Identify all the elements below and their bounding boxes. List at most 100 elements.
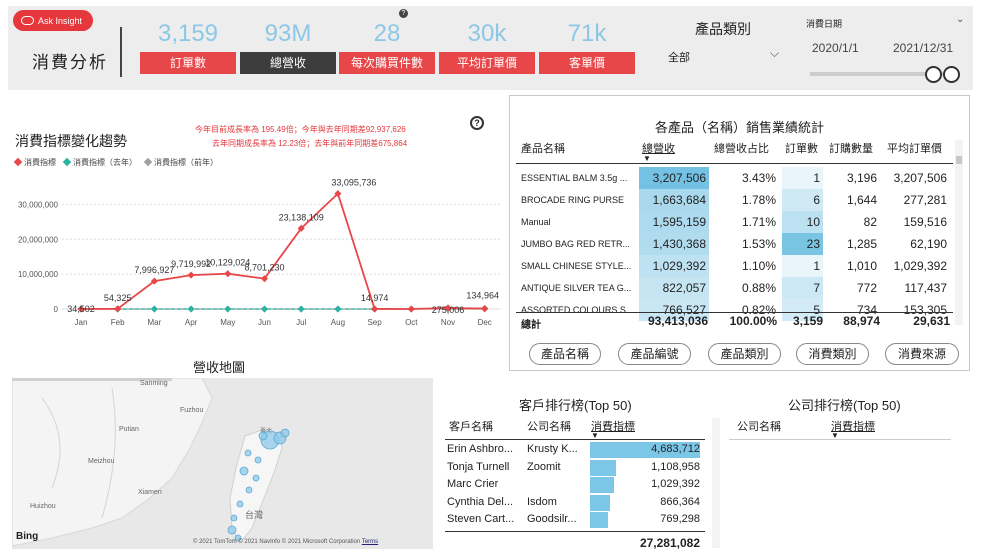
- column-header[interactable]: 平均訂單價: [887, 143, 942, 155]
- kpi-card-avg-order[interactable]: 30k 平均訂單價: [439, 20, 535, 74]
- table-cell: 277,281: [903, 193, 947, 207]
- customer-name: Steven Cart...: [447, 513, 515, 525]
- column-header[interactable]: 總營收: [642, 143, 675, 155]
- chevron-down-icon[interactable]: ⌄: [956, 14, 965, 25]
- column-header[interactable]: 訂單數: [785, 143, 818, 155]
- kpi-card-orders[interactable]: 3,159 訂單數: [140, 20, 236, 74]
- table-row[interactable]: Erin Ashbro... Krusty K... 4,683,712: [447, 442, 707, 459]
- product-name-cell: Manual: [521, 217, 551, 227]
- column-header[interactable]: 訂購數量: [829, 143, 873, 155]
- data-point: [297, 305, 305, 313]
- growth-note: 去年同期成長率為 12.23倍；去年與前年同期差675,864: [212, 139, 408, 148]
- table-row[interactable]: ANTIQUE SILVER TEA G... 822,057 0.88% 7 772 1…: [517, 277, 955, 299]
- table-row[interactable]: JUMBO BAG RED RETR... 1,430,368 1.53% 23 1,2…: [517, 233, 955, 255]
- customer-name: Marc Crier: [447, 478, 499, 490]
- data-point: [444, 304, 452, 312]
- legend-item[interactable]: 消費指標（前年）: [143, 157, 218, 168]
- kpi-value: 93M: [264, 20, 312, 47]
- y-tick-label: 10,000,000: [18, 270, 59, 279]
- data-point: [77, 305, 85, 313]
- date-slider-track[interactable]: [810, 72, 958, 76]
- value-cell: 769,298: [660, 513, 700, 525]
- table-row[interactable]: BROCADE RING PURSE 1,663,684 1.78% 6 1,644 27…: [517, 189, 955, 211]
- data-point: [371, 305, 379, 313]
- date-start[interactable]: 2020/1/1: [812, 41, 859, 55]
- company-name: Krusty K...: [527, 443, 578, 455]
- column-header[interactable]: 消費指標: [831, 421, 875, 433]
- table-scrollbar[interactable]: [955, 140, 963, 325]
- map-bubbles: [227, 428, 290, 542]
- table-row[interactable]: Cynthia Del... Isdom 866,364: [447, 494, 707, 512]
- table-cell: 766,527: [639, 299, 709, 321]
- data-label: 14,974: [361, 293, 389, 303]
- table-row[interactable]: ESSENTIAL BALM 3.5g ... 3,207,506 3.43% 1 3,…: [517, 167, 955, 189]
- table-row[interactable]: ASSORTED COLOURS S... 766,527 0.82% 5 734 153…: [517, 299, 955, 321]
- data-point: [481, 304, 489, 313]
- table-cell: 3,207,506: [893, 171, 947, 185]
- table-row[interactable]: Marc Crier 1,029,392: [447, 477, 707, 494]
- kpi-card-customer-price[interactable]: 71k 客單價: [539, 20, 635, 74]
- data-point: [334, 190, 342, 198]
- map-place-label: Sanming: [140, 380, 168, 387]
- customer-rank-scrollbar[interactable]: [712, 418, 720, 548]
- sort-desc-icon: ▼: [831, 431, 839, 440]
- product-table-title: 各產品（名稱）銷售業績統計: [654, 120, 824, 135]
- divider: [729, 439, 951, 440]
- help-icon[interactable]: ?: [470, 116, 484, 130]
- table-cell: 1: [782, 167, 823, 189]
- scrollbar-thumb[interactable]: [956, 156, 962, 164]
- date-slider-end-handle[interactable]: [943, 66, 960, 83]
- category-filter-select[interactable]: 全部: [668, 52, 690, 64]
- kpi-card-items-per-purchase[interactable]: 28 每次購買件數: [339, 20, 435, 74]
- value-cell: 1,108,958: [651, 460, 700, 473]
- customer-name: Cynthia Del...: [447, 495, 514, 508]
- table-row[interactable]: Steven Cart... Goodsilr... 769,298: [447, 512, 707, 529]
- column-header[interactable]: 公司名稱: [737, 421, 781, 433]
- filter-button-product-category[interactable]: 產品類別: [708, 343, 781, 365]
- customer-rank-total: 27,281,082: [639, 536, 700, 550]
- value-bar: [590, 512, 609, 528]
- map-title: 營收地圖: [193, 360, 246, 375]
- table-cell: 1.53%: [741, 237, 776, 251]
- filter-button-purchase-category[interactable]: 消費類別: [796, 343, 869, 365]
- data-point: [334, 305, 342, 313]
- data-point: [260, 305, 269, 313]
- kpi-card-revenue[interactable]: 93M 總營收: [240, 20, 336, 74]
- x-tick-label: Oct: [405, 318, 418, 327]
- date-end[interactable]: 2021/12/31: [893, 41, 954, 55]
- legend-item[interactable]: 消費指標: [13, 157, 56, 168]
- filter-button-purchase-source[interactable]: 消費來源: [885, 343, 959, 365]
- revenue-map[interactable]: Sanming Fuzhou Putian Meizhou Xiamen Hui…: [12, 378, 433, 549]
- x-tick-label: Dec: [478, 318, 492, 327]
- x-tick-label: Sep: [367, 318, 382, 327]
- legend-label: 消費指標: [24, 158, 56, 167]
- legend-marker: [143, 157, 153, 167]
- info-icon[interactable]: ?: [399, 9, 408, 18]
- filter-button-product-id[interactable]: 產品編號: [618, 343, 691, 365]
- column-header[interactable]: 總營收占比: [714, 143, 769, 155]
- data-label: 275,006: [432, 305, 465, 315]
- x-tick-label: Mar: [148, 318, 162, 327]
- table-cell: 159,516: [903, 215, 947, 229]
- table-row[interactable]: SMALL CHINESE STYLE... 1,029,392 1.10% 1 1,0…: [517, 255, 955, 277]
- table-cell: 1,430,368: [639, 233, 709, 255]
- terms-link[interactable]: Terms: [361, 539, 379, 545]
- growth-note: 今年目前成長率為 195.49倍；今年與去年同期差92,937,626: [195, 125, 406, 134]
- legend-item[interactable]: 消費指標（去年）: [62, 157, 137, 168]
- date-slider-start-handle[interactable]: [925, 66, 942, 83]
- table-cell: 1,029,392: [893, 259, 947, 273]
- chevron-down-icon[interactable]: ⌵: [770, 46, 780, 60]
- total-value: 3,159: [792, 314, 823, 328]
- data-point: [224, 305, 232, 313]
- column-header[interactable]: 產品名稱: [521, 143, 565, 155]
- table-row[interactable]: Manual 1,595,159 1.71% 10 82 159,516: [517, 211, 955, 233]
- line-chart-title: 消費指標變化趨勢: [15, 133, 127, 149]
- filter-button-product-name[interactable]: 產品名稱: [529, 343, 601, 365]
- column-header[interactable]: 公司名稱: [527, 421, 571, 433]
- data-label: 8,701,230: [244, 263, 284, 273]
- ask-insight-button[interactable]: Ask Insight: [13, 10, 93, 31]
- table-row[interactable]: Tonja Turnell Zoomit 1,108,958: [447, 459, 707, 477]
- column-header[interactable]: 消費指標: [591, 421, 635, 433]
- column-header[interactable]: 客戶名稱: [449, 421, 493, 433]
- table-cell: 1,029,392: [639, 255, 709, 277]
